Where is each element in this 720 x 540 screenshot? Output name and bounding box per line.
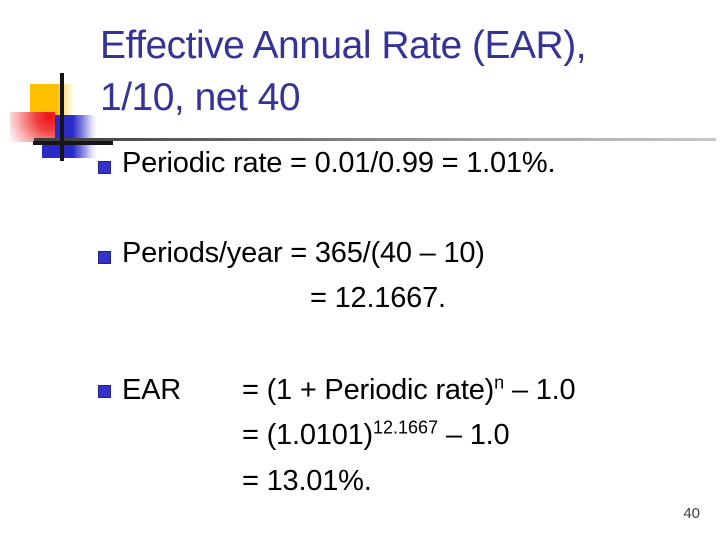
ear-eq2-exponent: 12.1667 [373,417,439,438]
bullet-square-icon [98,161,111,174]
bullet-square-icon [98,251,111,264]
bullet-periodic-rate: Periodic rate = 0.01/0.99 = 1.01%. [122,147,556,179]
ear-equation-line-2: = (1.0101)12.1667 – 1.0 [242,417,510,451]
decoration-cross-horizontal-line [33,141,113,145]
slide-title: Effective Annual Rate (EAR), 1/10, net 40 [100,20,700,124]
bullet-ear-label: EAR [122,374,182,406]
ear-eq2-base: = (1.0101) [242,419,374,451]
ear-eq2-tail: – 1.0 [438,419,510,451]
title-divider-line [34,138,716,141]
decoration-blue-small-square-icon [42,144,58,158]
decoration-red-gradient-square-icon [10,112,55,142]
slide-title-line-1: Effective Annual Rate (EAR), [100,24,587,67]
ear-eq1-exponent: n [494,372,505,393]
bullet-periods-per-year-line-1: Periods/year = 365/(40 – 10) [122,237,485,269]
page-number: 40 [683,505,700,522]
slide-title-line-2: 1/10, net 40 [100,76,301,119]
ear-equation-line-1: = (1 + Periodic rate)n – 1.0 [242,372,576,406]
bullet-periods-per-year-line-2: = 12.1667. [310,282,446,314]
ear-equation-line-3: = 13.01%. [242,465,372,497]
ear-eq1-tail: – 1.0 [504,374,576,406]
decoration-cross-vertical-line [60,73,64,161]
ear-eq1-base: = (1 + Periodic rate) [242,374,495,406]
bullet-square-icon [98,385,111,398]
